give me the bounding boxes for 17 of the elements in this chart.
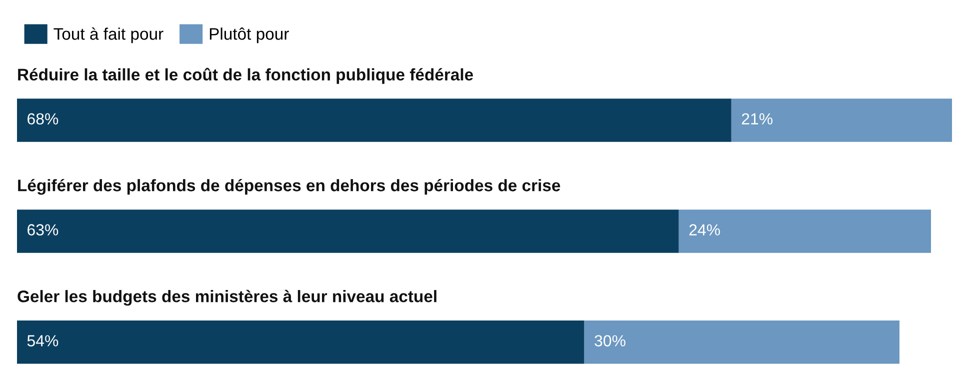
legend-label: Tout à fait pour <box>54 27 164 44</box>
y-tick-label: Légiférer des plafonds de dépenses en dehors des périodes de crise <box>18 178 560 195</box>
bar <box>17 320 584 364</box>
data-label: 63% <box>28 224 58 236</box>
y-tick-label: Geler les budgets des ministères à leur niveau actuel <box>18 290 436 306</box>
bar <box>731 98 952 142</box>
bar <box>17 98 732 142</box>
bar <box>584 320 900 364</box>
bar <box>678 210 931 253</box>
data-label: 30% <box>594 335 626 346</box>
data-label: 54% <box>27 335 58 346</box>
data-label: 24% <box>689 224 720 236</box>
data-label: 21% <box>742 113 773 124</box>
bar <box>17 210 679 253</box>
data-label: 68% <box>28 113 58 125</box>
y-tick-label: Réduire la taille et le coût de la fonction publique fédérale <box>18 68 473 84</box>
legend-label: Plutôt pour <box>210 28 289 44</box>
